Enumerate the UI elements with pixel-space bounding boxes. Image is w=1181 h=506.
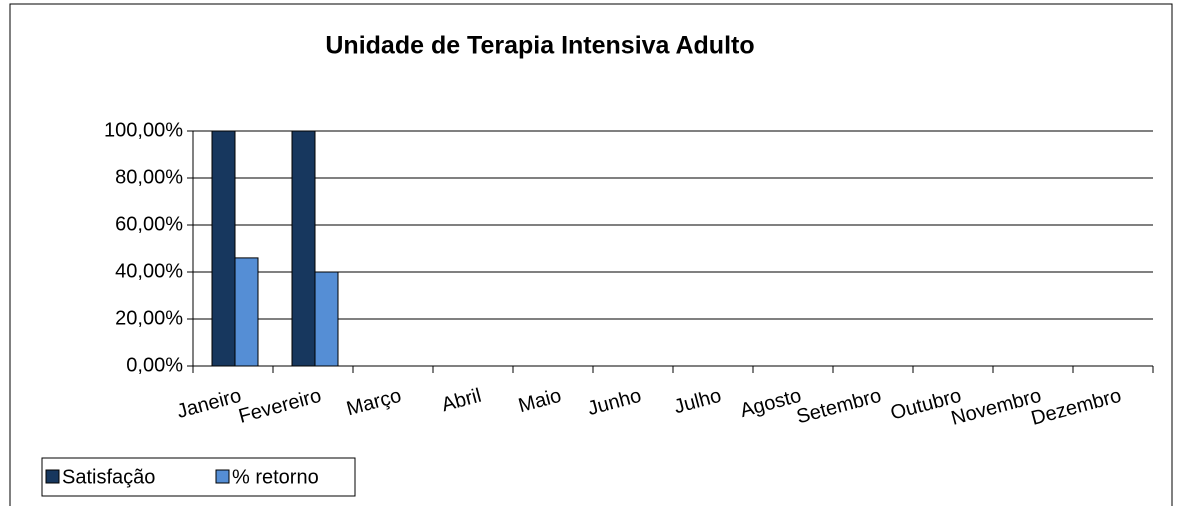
bar: [314, 271, 339, 367]
bar: [234, 257, 259, 367]
bar: [211, 130, 236, 367]
x-tick-label: Agosto: [738, 385, 804, 422]
legend-swatch: [215, 469, 230, 484]
legend-label: % retorno: [232, 466, 319, 488]
x-tick-label: Julho: [672, 385, 724, 419]
y-tick-label: 0,00%: [126, 354, 183, 376]
legend-swatch: [45, 469, 60, 484]
x-tick-label: Janeiro: [175, 385, 244, 423]
x-tick-label: Maio: [516, 385, 564, 417]
legend-box: [41, 457, 356, 497]
chart-title: Unidade de Terapia Intensiva Adulto: [325, 32, 754, 60]
x-tick-label: Março: [344, 385, 403, 421]
x-tick-label: Novembro: [949, 385, 1044, 430]
x-tick-label: Dezembro: [1029, 385, 1124, 430]
x-tick-label: Fevereiro: [236, 385, 323, 428]
y-tick-label: 100,00%: [104, 119, 183, 141]
x-tick-label: Junho: [585, 385, 643, 420]
x-tick-label: Setembro: [794, 385, 883, 429]
chart-border: [9, 3, 1173, 506]
y-tick-label: 20,00%: [115, 307, 183, 329]
y-tick-label: 60,00%: [115, 213, 183, 235]
x-tick-label: Abril: [439, 385, 483, 417]
bar: [291, 130, 316, 367]
y-tick-label: 80,00%: [115, 166, 183, 188]
legend-label: Satisfação: [62, 466, 155, 488]
y-tick-label: 40,00%: [115, 260, 183, 282]
